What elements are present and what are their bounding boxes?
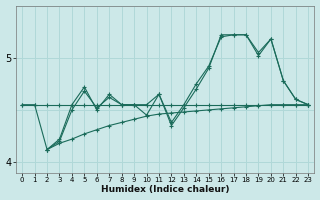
X-axis label: Humidex (Indice chaleur): Humidex (Indice chaleur) [101,185,229,194]
